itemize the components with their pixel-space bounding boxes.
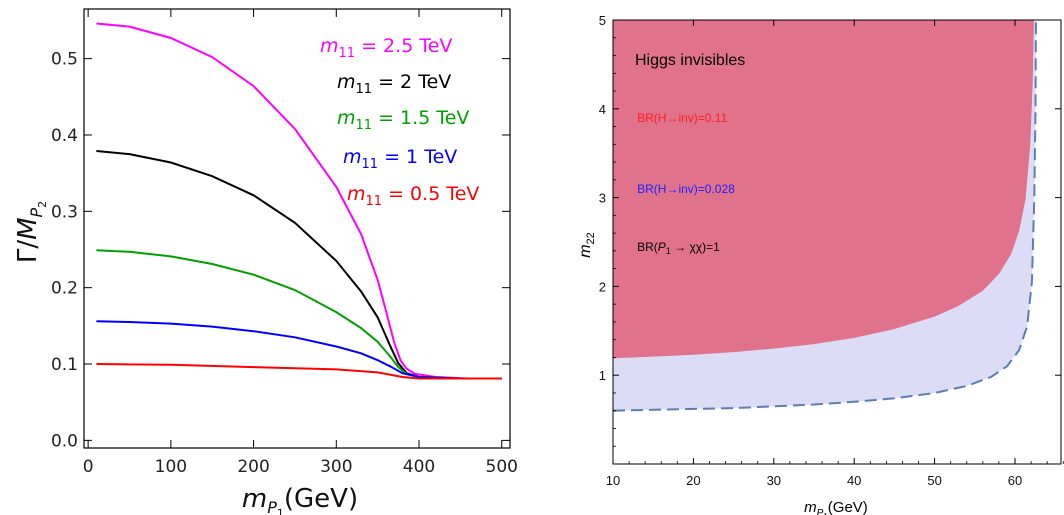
right-y-tick-label: 2 bbox=[599, 279, 606, 294]
left-y-tick-label: 0.3 bbox=[51, 202, 78, 222]
svg-text:m22: m22 bbox=[577, 232, 597, 258]
annotation-0: BR(H→inv)=0.11 bbox=[637, 111, 727, 125]
right-x-tick-label: 20 bbox=[686, 473, 700, 488]
left-series-lines bbox=[96, 22, 502, 380]
left-plot-frame bbox=[83, 8, 511, 449]
right-x-tick-label: 10 bbox=[606, 473, 620, 488]
right-annotations: BR(H→inv)=0.11 BR(H→inv)=0.028 BR(P1 → χχ)… bbox=[637, 111, 735, 256]
legend-entry-2: m11 = 1.5 TeV bbox=[337, 107, 469, 133]
boundary-br-0.028-dashed bbox=[612, 19, 1037, 412]
right-y-tick-label: 4 bbox=[599, 102, 606, 117]
right-y-tick-label: 3 bbox=[599, 191, 606, 206]
legend-entry-4: m11 = 0.5 TeV bbox=[347, 183, 479, 209]
right-y-tick-label: 5 bbox=[599, 13, 606, 28]
series-line-m11-2-5-tev bbox=[96, 22, 502, 380]
right-y-axis-label: m22 bbox=[577, 232, 597, 258]
left-x-tick-label: 200 bbox=[237, 457, 269, 477]
right-chart: 1020304050607012345 Higgs invisibles BR(… bbox=[577, 13, 1064, 515]
series-line-m11-1-5-tev bbox=[96, 249, 502, 380]
left-axis-labels: mP1(GeV) Γ/MP2 bbox=[13, 201, 358, 515]
legend-entry-0: m11 = 2.5 TeV bbox=[320, 35, 452, 61]
svg-text:Γ/MP2: Γ/MP2 bbox=[13, 201, 49, 263]
legend-entry-1: m11 = 2 TeV bbox=[337, 71, 451, 97]
left-x-tick-label: 400 bbox=[403, 457, 435, 477]
right-x-tick-label: 30 bbox=[767, 473, 781, 488]
series-line-m11-1-tev bbox=[96, 320, 502, 380]
right-axis-ticks: 1020304050607012345 bbox=[599, 13, 1064, 488]
left-x-tick-label: 0 bbox=[83, 457, 94, 477]
left-y-tick-label: 0.0 bbox=[51, 431, 78, 451]
left-x-tick-label: 300 bbox=[320, 457, 352, 477]
right-plot-frame bbox=[612, 19, 1062, 465]
right-x-axis-label: mP1(GeV) bbox=[804, 499, 868, 515]
series-line-m11-0-5-tev bbox=[96, 363, 502, 380]
right-chart-title: Higgs invisibles bbox=[635, 52, 745, 69]
left-x-tick-label: 500 bbox=[486, 457, 518, 477]
annotation-2: BR(P1 → χχ)=1 bbox=[637, 240, 720, 256]
region-br-0.11 bbox=[613, 20, 1034, 359]
right-x-tick-label: 50 bbox=[927, 473, 941, 488]
left-legend: m11 = 2.5 TeV m11 = 2 TeV m11 = 1.5 TeV m11… bbox=[320, 35, 479, 209]
left-x-axis-label: mP1(GeV) bbox=[242, 484, 358, 515]
left-y-tick-label: 0.1 bbox=[51, 355, 78, 375]
right-x-tick-label: 60 bbox=[1008, 473, 1022, 488]
left-y-tick-label: 0.2 bbox=[51, 279, 78, 299]
right-y-tick-label: 1 bbox=[599, 368, 606, 383]
legend-entry-3: m11 = 1 TeV bbox=[343, 146, 457, 172]
annotation-1: BR(H→inv)=0.028 bbox=[637, 182, 735, 196]
left-x-tick-label: 100 bbox=[155, 457, 187, 477]
left-chart: 0 100 200 300 400 500 0.0 0.1 0.2 0.3 0.4 0.5 m11 =… bbox=[13, 8, 518, 515]
left-axis-ticks: 0 100 200 300 400 500 0.0 0.1 0.2 0.3 0.4 0.5 bbox=[51, 9, 518, 477]
right-x-tick-label: 40 bbox=[847, 473, 861, 488]
left-y-tick-label: 0.4 bbox=[51, 126, 78, 146]
left-y-tick-label: 0.5 bbox=[51, 50, 78, 70]
left-y-axis-label: Γ/MP2 bbox=[13, 201, 49, 263]
